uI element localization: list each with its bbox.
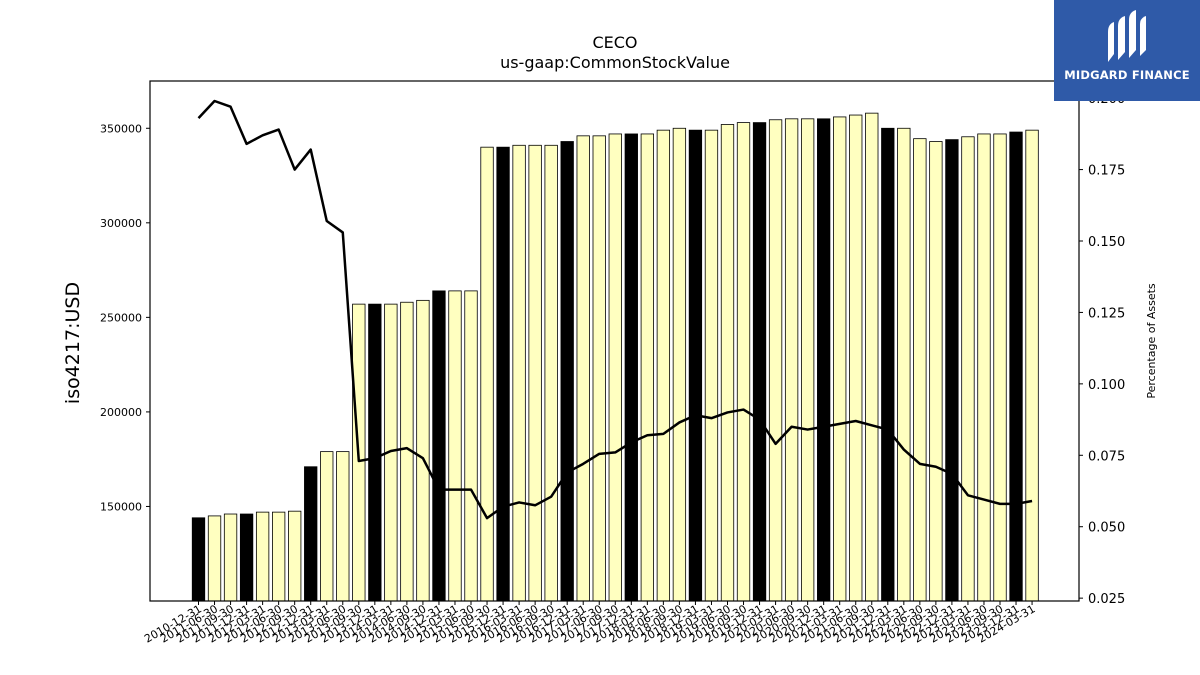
y2-tick-label: 0.100 [1088, 378, 1125, 393]
bar-2017-09-30 [624, 133, 638, 602]
bar-2022-06-30 [929, 141, 943, 602]
y-tick-label: 300000 [100, 217, 142, 230]
bar-2023-12-31 [1025, 129, 1039, 602]
bar-2016-09-30 [560, 141, 574, 602]
y2-tick-label: 0.150 [1088, 235, 1125, 250]
bar-2012-09-30 [304, 466, 318, 602]
bar-2019-12-31 [768, 119, 783, 602]
y2-tick-label: 0.175 [1088, 164, 1125, 179]
bar-2017-06-30 [608, 133, 622, 602]
bar-2016-12-31 [576, 135, 590, 602]
bar-2021-03-31 [849, 114, 863, 602]
y2-tick-label: 0.125 [1088, 306, 1125, 321]
bar-2010-12-31 [191, 517, 206, 602]
bar-2011-09-30 [239, 513, 254, 602]
percentage-line [197, 99, 1033, 520]
bar-2019-09-30 [752, 122, 767, 602]
bar-2023-06-30 [993, 133, 1007, 602]
bar-2018-06-30 [672, 127, 687, 602]
bar-2011-03-31 [207, 515, 222, 602]
bar-2020-09-30 [817, 118, 831, 602]
y-axis-label: iso4217:USD [62, 282, 84, 404]
bar-2012-12-31 [320, 451, 334, 602]
bar-2020-06-30 [800, 118, 815, 602]
bar-2022-12-31 [961, 136, 975, 602]
y2-tick-label: 0.050 [1088, 521, 1125, 536]
bar-2014-09-30 [432, 290, 446, 602]
bar-2012-03-31 [271, 511, 286, 602]
bar-2015-09-30 [496, 146, 510, 602]
bar-2021-12-31 [897, 127, 911, 602]
logo: MIDGARD FINANCE [1054, 0, 1200, 101]
bar-2011-12-31 [255, 511, 270, 602]
bar-2016-03-31 [528, 144, 542, 602]
chart-subtitle: us-gaap:CommonStockValue [500, 53, 730, 72]
bar-2021-09-30 [881, 127, 895, 602]
bar-2018-03-31 [656, 129, 671, 602]
bar-2020-03-31 [784, 118, 799, 602]
bar-2023-03-31 [977, 133, 991, 602]
bar-2016-06-30 [544, 144, 558, 602]
line-series [197, 99, 1033, 520]
bar-2012-06-30 [288, 510, 302, 602]
bar-2019-03-31 [720, 124, 735, 602]
bar-2014-12-31 [448, 290, 462, 602]
midgard-logo-icon [1108, 10, 1146, 62]
logo-text: MIDGARD FINANCE [1064, 68, 1190, 82]
y-tick-label: 350000 [100, 122, 142, 135]
y2-tick-label: 0.025 [1088, 592, 1125, 607]
bar-2013-03-31 [336, 451, 350, 602]
y2-axis-label: Percentage of Assets [1145, 283, 1158, 399]
bar-2018-09-30 [688, 129, 703, 602]
y2-tick-label: 0.075 [1088, 449, 1125, 464]
y-tick-label: 200000 [100, 406, 142, 419]
bar-2015-06-30 [480, 146, 494, 602]
bar-2018-12-31 [704, 129, 719, 602]
bar-2019-06-30 [736, 122, 751, 602]
plot-frame [149, 80, 1080, 602]
bar-2011-06-30 [223, 513, 238, 602]
bar-2023-09-30 [1009, 131, 1023, 602]
bar-2015-03-31 [464, 290, 478, 602]
y-tick-label: 250000 [100, 311, 142, 324]
bar-2015-12-31 [512, 144, 526, 602]
y-tick-label: 150000 [100, 500, 142, 513]
bar-2017-03-31 [592, 135, 606, 602]
bar-2021-06-30 [865, 112, 879, 602]
bar-2020-12-31 [833, 116, 847, 602]
chart-title: CECO [592, 33, 637, 52]
bar-2014-06-30 [416, 299, 430, 602]
bar-2013-09-30 [368, 303, 382, 602]
bar-2022-03-31 [913, 138, 927, 602]
bar-2022-09-30 [945, 139, 959, 602]
bar-2017-12-31 [640, 133, 654, 602]
